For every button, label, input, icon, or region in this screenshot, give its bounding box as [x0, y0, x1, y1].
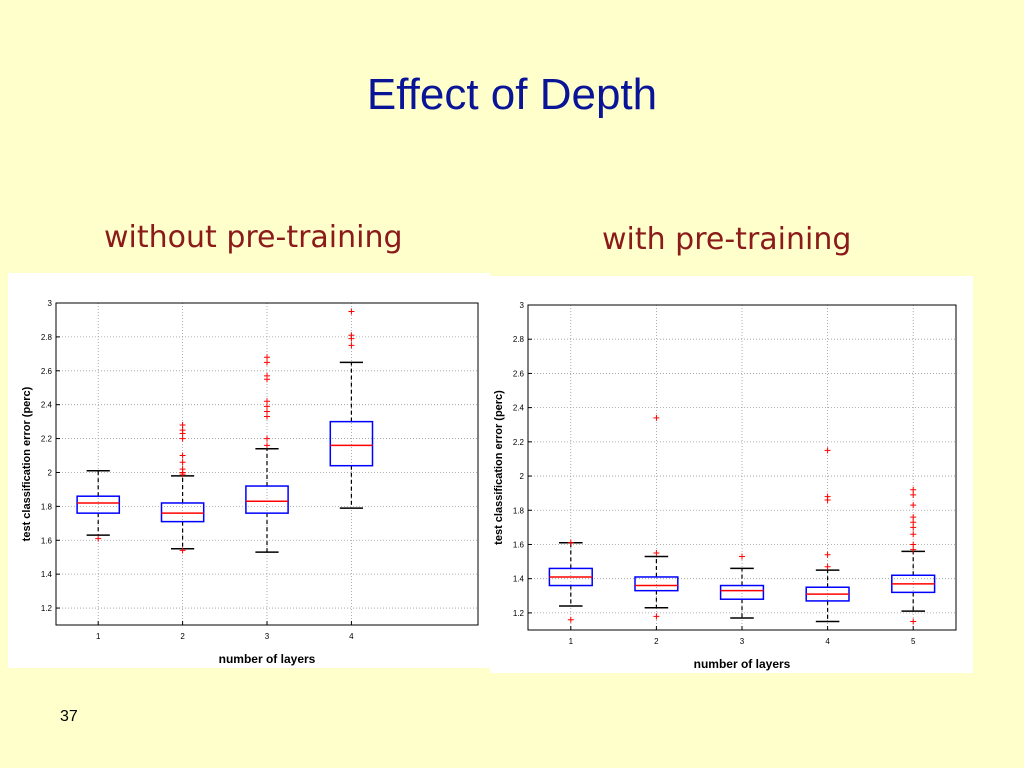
x-axis-label: number of layers — [219, 652, 316, 666]
y-tick-label: 1.6 — [41, 536, 53, 545]
outlier-marker — [567, 616, 574, 623]
outlier-marker — [95, 535, 102, 542]
outlier-marker — [910, 618, 917, 625]
outlier-marker — [264, 403, 270, 410]
outlier-marker — [653, 414, 660, 421]
right-boxplot-chart: 1.2 1.4 1.6 1.8 2 2.2 2.4 2.6 2.8 3 1 2 3 4 5 number of… — [493, 301, 957, 671]
y-tick-label: 2.8 — [513, 335, 525, 344]
y-tick-label: 2.4 — [41, 401, 53, 410]
iqr-box — [160, 502, 205, 523]
outlier-marker — [653, 550, 660, 557]
y-tick-label: 1.2 — [513, 609, 525, 618]
y-tick-label: 2.6 — [513, 369, 525, 378]
y-axis-label: test classification error (perc) — [493, 390, 505, 545]
outlier-marker — [264, 442, 270, 449]
x-tick-label: 5 — [911, 637, 916, 646]
right-chart-panel: 1.2 1.4 1.6 1.8 2 2.2 2.4 2.6 2.8 3 1 2 3 4 5 number of… — [490, 276, 973, 673]
x-tick-label: 1 — [569, 637, 574, 646]
y-tick-label: 2 — [48, 468, 53, 477]
x-tick-label: 3 — [265, 632, 270, 641]
y-tick-label: 3 — [48, 299, 53, 308]
outlier-marker — [739, 553, 745, 560]
outlier-marker — [824, 551, 831, 558]
x-tick-label: 1 — [96, 632, 101, 641]
outlier-marker — [264, 435, 270, 442]
outlier-marker — [264, 359, 270, 366]
y-axis-label: test classification error (perc) — [21, 386, 33, 541]
y-tick-label: 2 — [520, 472, 525, 481]
x-tick-label: 2 — [654, 637, 659, 646]
x-tick-label: 2 — [180, 632, 185, 641]
y-tick-label: 1.8 — [513, 506, 525, 515]
y-tick-label: 2.4 — [513, 404, 525, 413]
outlier-marker — [179, 466, 186, 473]
outlier-marker — [348, 332, 355, 339]
iqr-box — [719, 584, 765, 600]
outlier-marker — [824, 563, 831, 570]
iqr-box — [329, 420, 374, 467]
y-tick-label: 1.4 — [513, 575, 525, 584]
outlier-marker — [567, 539, 574, 546]
outlier-marker — [910, 541, 917, 548]
outlier-marker — [179, 547, 186, 554]
outlier-marker — [910, 486, 917, 493]
outlier-marker — [264, 354, 270, 361]
outlier-marker — [179, 422, 186, 429]
x-tick-label: 4 — [349, 632, 354, 641]
outlier-marker — [824, 493, 831, 500]
right-subtitle: with pre-training — [602, 222, 852, 257]
outlier-marker — [910, 491, 917, 498]
outlier-marker — [348, 308, 355, 315]
outlier-marker — [348, 342, 355, 349]
outlier-marker — [264, 408, 270, 415]
x-axis-label: number of layers — [694, 657, 791, 671]
y-tick-label: 2.2 — [513, 438, 525, 447]
y-tick-label: 2.2 — [41, 435, 53, 444]
y-tick-label: 2.8 — [41, 333, 53, 342]
outlier-marker — [264, 398, 270, 405]
outlier-marker — [910, 524, 917, 531]
outlier-marker — [910, 519, 917, 526]
outlier-marker — [179, 427, 186, 434]
outlier-marker — [910, 502, 917, 509]
iqr-box — [245, 485, 289, 514]
left-subtitle: without pre-training — [104, 220, 403, 255]
left-chart-panel: 1.2 1.4 1.6 1.8 2 2.2 2.4 2.6 2.8 3 1 2 3 4 number of … — [8, 273, 490, 668]
outlier-marker — [824, 447, 831, 454]
outlier-marker — [910, 531, 917, 538]
x-tick-label: 4 — [825, 637, 830, 646]
y-tick-label: 1.2 — [41, 604, 53, 613]
y-tick-label: 1.8 — [41, 502, 53, 511]
outlier-marker — [179, 435, 186, 442]
outlier-marker — [910, 514, 917, 521]
y-tick-label: 3 — [520, 301, 525, 310]
outlier-marker — [264, 413, 270, 420]
iqr-box — [76, 495, 121, 514]
left-boxplot-chart: 1.2 1.4 1.6 1.8 2 2.2 2.4 2.6 2.8 3 1 2 3 4 number of … — [21, 299, 479, 666]
iqr-box — [634, 576, 679, 592]
page-number: 37 — [60, 708, 78, 725]
y-tick-label: 1.4 — [41, 570, 53, 579]
outlier-marker — [179, 459, 186, 466]
outlier-marker — [910, 546, 917, 553]
y-tick-label: 2.6 — [41, 367, 53, 376]
outlier-marker — [653, 613, 660, 620]
outlier-marker — [179, 452, 186, 459]
outlier-marker — [264, 372, 270, 379]
x-tick-label: 3 — [740, 637, 745, 646]
y-tick-label: 1.6 — [513, 540, 525, 549]
slide-title: Effect of Depth — [366, 70, 658, 119]
